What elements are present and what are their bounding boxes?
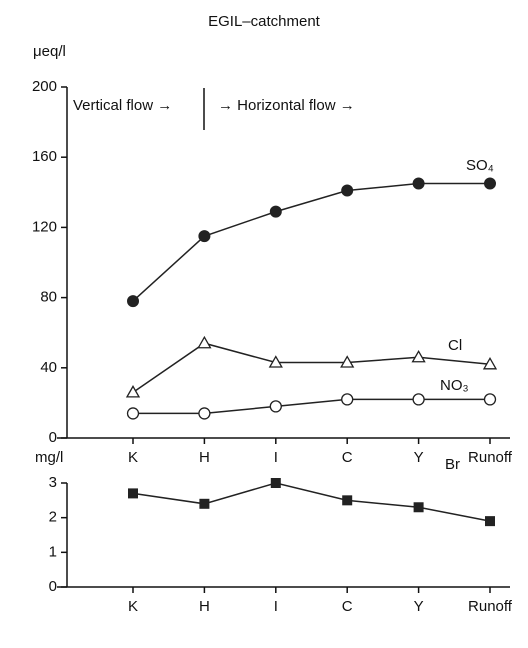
series-label: Cl [448, 337, 462, 354]
series-label: Br [445, 456, 460, 473]
marker [412, 393, 425, 406]
series-line [132, 482, 491, 522]
y-tick-label: 0 [49, 578, 57, 595]
y-tick-label: 1 [49, 543, 57, 560]
y-axis-label: mg/l [35, 449, 63, 466]
marker [341, 393, 354, 406]
x-tick-label: Y [414, 598, 424, 615]
marker [270, 478, 281, 488]
marker [413, 502, 424, 513]
x-tick-label: Y [414, 449, 424, 466]
marker [126, 407, 140, 420]
y-tick-label: 0 [49, 429, 57, 446]
series-line [132, 182, 490, 302]
marker [268, 355, 283, 368]
x-tick-label: Runoff [468, 449, 513, 466]
series-line [133, 398, 490, 415]
marker [484, 177, 496, 190]
marker [341, 184, 354, 197]
series-line [132, 342, 491, 393]
x-tick-label: H [199, 598, 210, 615]
x-tick-label: I [274, 598, 278, 615]
marker [127, 295, 139, 308]
marker [269, 400, 282, 413]
marker [483, 393, 497, 406]
marker [412, 177, 425, 190]
x-tick-label: C [342, 598, 353, 615]
marker [199, 498, 210, 509]
marker [198, 230, 211, 243]
annotation: Vertical flow → [73, 97, 172, 114]
y-tick-label: 120 [32, 218, 57, 235]
marker [485, 516, 495, 527]
marker [125, 385, 141, 398]
chart-title: EGIL–catchment [208, 13, 321, 30]
marker [197, 335, 212, 349]
y-tick-label: 80 [40, 289, 57, 306]
marker [128, 488, 138, 499]
marker [269, 205, 282, 218]
x-tick-label: H [199, 449, 210, 466]
series-label: SO₄ [466, 157, 494, 174]
y-axis-label: μeq/l [33, 43, 66, 60]
marker [482, 356, 498, 370]
marker [342, 495, 353, 506]
y-tick-label: 200 [32, 78, 57, 95]
y-tick-label: 160 [32, 148, 57, 165]
x-tick-label: K [128, 449, 138, 466]
marker [198, 407, 211, 420]
marker [411, 349, 426, 363]
x-tick-label: K [128, 598, 138, 615]
marker [340, 355, 355, 368]
x-tick-label: Runoff [468, 598, 513, 615]
x-tick-label: C [342, 449, 353, 466]
x-tick-label: I [274, 449, 278, 466]
y-tick-label: 2 [49, 509, 57, 526]
y-tick-label: 40 [40, 359, 57, 376]
y-tick-label: 3 [49, 474, 57, 491]
annotation: → Horizontal flow → [218, 97, 355, 114]
series-label: NO₃ [440, 377, 469, 394]
